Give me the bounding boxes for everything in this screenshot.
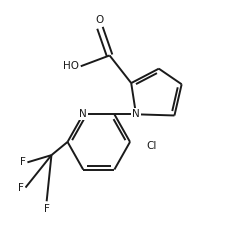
Text: F: F	[20, 157, 26, 167]
Text: N: N	[132, 109, 140, 119]
Text: O: O	[96, 15, 104, 26]
Text: Cl: Cl	[146, 140, 157, 150]
Text: F: F	[44, 204, 50, 214]
Text: N: N	[79, 109, 87, 119]
Text: HO: HO	[63, 61, 79, 71]
Text: F: F	[18, 182, 24, 192]
